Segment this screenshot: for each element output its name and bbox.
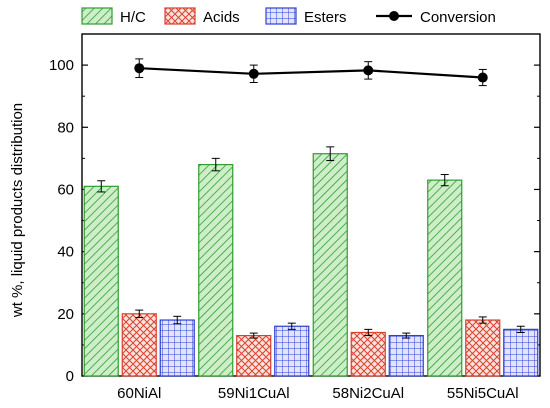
bar-esters: [274, 325, 310, 377]
conversion-point: [363, 65, 374, 76]
legend-label: H/C: [120, 9, 146, 26]
legend-marker: [389, 11, 399, 21]
bar-acids: [350, 331, 386, 377]
legend: H/C Acids Esters Conversion: [81, 7, 496, 26]
conversion-point: [248, 68, 259, 79]
bar-esters: [503, 328, 539, 377]
plot-frame: [81, 33, 541, 377]
bar-acids: [236, 334, 272, 377]
legend-swatch: [81, 7, 113, 25]
legend-swatch: [265, 7, 297, 25]
legend-label: Esters: [304, 9, 347, 26]
bar-acids: [121, 313, 157, 377]
bar-h-c: [83, 185, 119, 377]
conversion-point: [134, 63, 145, 74]
bar-esters: [388, 334, 424, 377]
y-axis-title: wt %, liquid products distribution: [9, 103, 26, 318]
y-tick-label: 100: [49, 57, 74, 74]
x-category-label: 58Ni2CuAl: [332, 385, 404, 402]
conversion-line: [139, 67, 483, 79]
bar-h-c: [198, 163, 234, 377]
bar-h-c: [312, 153, 348, 377]
bar-acids: [465, 319, 501, 377]
x-category-label: 55Ni5CuAl: [447, 385, 519, 402]
bar-esters: [159, 319, 195, 377]
legend-swatch: [164, 7, 196, 25]
x-category-label: 59Ni1CuAl: [218, 385, 290, 402]
legend-label: Conversion: [420, 9, 496, 26]
x-category-label: 60NiAl: [117, 385, 161, 402]
bar-h-c: [427, 179, 463, 377]
y-tick-label: 60: [57, 181, 74, 198]
y-tick-label: 0: [66, 368, 74, 385]
y-tick-label: 80: [57, 119, 74, 136]
conversion-point: [477, 72, 488, 83]
plot-area: 0 20 40 60 80 100 60NiAl 59Ni1CuAl 58Ni2CuAl 55Ni…: [49, 33, 541, 402]
y-tick-label: 20: [57, 306, 74, 323]
y-tick-label: 40: [57, 244, 74, 261]
legend-label: Acids: [203, 9, 240, 26]
